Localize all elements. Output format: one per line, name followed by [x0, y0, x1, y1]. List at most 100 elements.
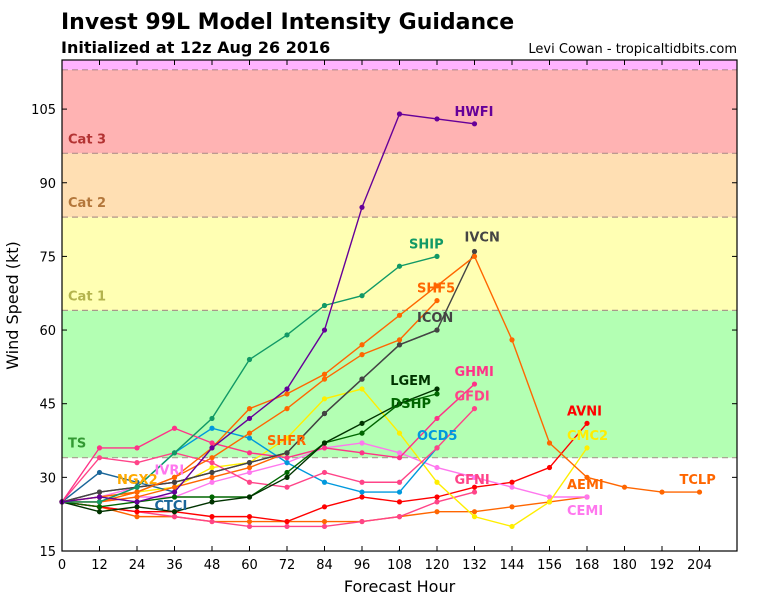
data-point-gfni	[434, 499, 440, 505]
series-label-ngx2: NGX2	[117, 473, 158, 488]
data-point-ghmi	[96, 445, 103, 451]
data-point-ghmi	[359, 450, 365, 456]
data-point-dshp	[434, 391, 440, 397]
series-label-ctci: CTCI	[155, 499, 188, 514]
data-point-ghmi	[434, 415, 440, 422]
x-tick-label: 156	[537, 558, 562, 573]
data-point-lgem	[209, 499, 215, 505]
data-point-ivcn	[471, 248, 478, 255]
series-label-icon: ICON	[417, 311, 453, 326]
data-point-shf5	[284, 406, 290, 412]
data-point-ivcn	[396, 342, 403, 348]
data-point-lgem	[284, 474, 290, 480]
data-point-gfni	[359, 518, 365, 525]
band-label: Cat 1	[68, 289, 106, 304]
data-point-shf5	[246, 430, 253, 436]
data-point-hwfi	[396, 111, 403, 117]
data-point-gfdi	[471, 406, 478, 412]
data-point-tclp	[246, 406, 253, 412]
data-point-gfdi	[209, 460, 215, 466]
x-tick-label: 84	[316, 558, 333, 573]
data-point-avni	[509, 479, 515, 485]
data-point-tclp	[284, 391, 290, 397]
data-point-hwfi	[171, 489, 178, 495]
data-point-shf5	[396, 337, 403, 343]
series-label-ship: SHIP	[409, 237, 444, 252]
y-tick-label: 105	[31, 103, 56, 118]
data-point-hwfi	[434, 116, 440, 122]
data-point-ship	[321, 302, 328, 309]
data-point-ivcn	[171, 479, 178, 485]
data-point-gfni	[246, 523, 253, 530]
data-point-hwfi	[246, 415, 253, 422]
data-point-ghmi	[171, 425, 178, 431]
data-point-shf5	[321, 376, 328, 382]
y-tick-label: 90	[39, 177, 56, 192]
series-label-ghmi: GHMI	[455, 365, 494, 380]
y-axis-label: Wind Speed (kt)	[3, 241, 22, 370]
data-point-lgem	[171, 509, 178, 515]
data-point-hwfi	[471, 121, 478, 127]
x-tick-label: 24	[129, 558, 146, 573]
data-point-gfni	[209, 518, 215, 525]
data-point-hwfi	[321, 327, 328, 333]
data-point-cemi	[584, 494, 590, 500]
data-point-avni	[134, 509, 140, 515]
series-label-ivri: IVRI	[155, 463, 185, 478]
x-axis-label: Forecast Hour	[344, 577, 456, 596]
data-point-avni	[546, 464, 553, 471]
series-line-ghmi	[61, 383, 475, 503]
data-point-cmc2	[546, 499, 553, 505]
data-point-hwfi	[209, 445, 215, 451]
data-point-cmc2	[584, 445, 590, 451]
data-point-ghmi	[246, 450, 253, 456]
series-label-cmc2: CMC2	[567, 429, 608, 444]
data-point-cemi	[359, 440, 365, 446]
data-point-ivcn	[209, 469, 215, 476]
data-point-tclp	[471, 253, 478, 259]
data-point-ocd5	[209, 425, 215, 431]
data-point-gfni	[321, 523, 328, 530]
data-point-gfdi	[246, 479, 253, 485]
x-tick-label: 120	[425, 558, 450, 573]
data-point-ctci	[96, 469, 103, 476]
data-point-cemi	[471, 474, 478, 480]
data-point-avni	[246, 514, 253, 520]
data-point-tclp	[509, 337, 515, 343]
data-point-ship	[434, 253, 440, 259]
series-label-shf5: SHF5	[417, 282, 455, 297]
x-tick-label: 180	[612, 558, 637, 573]
series-label-tclp: TCLP	[680, 473, 716, 488]
x-tick-label: 96	[354, 558, 371, 573]
data-point-avni	[284, 518, 290, 525]
series-label-avni: AVNI	[567, 404, 602, 419]
data-point-aemi	[434, 509, 440, 515]
series-line-ivcn	[61, 251, 476, 503]
x-tick-label: 192	[650, 558, 675, 573]
x-tick-label: 12	[91, 558, 108, 573]
data-point-gfni	[396, 514, 403, 520]
data-point-gfdi	[396, 479, 403, 485]
series-label-shfr: SHFR	[267, 434, 306, 449]
data-point-ivcn	[359, 376, 365, 382]
data-point-ivcn	[434, 327, 440, 333]
data-point-tclp	[621, 484, 628, 490]
x-tick-label: 204	[687, 558, 712, 573]
y-tick-label: 45	[39, 398, 56, 413]
data-point-tclp	[584, 474, 590, 480]
data-point-tclp	[659, 489, 665, 495]
data-point-gfdi	[434, 445, 440, 451]
data-point-hwfi	[96, 494, 103, 500]
data-point-tclp	[396, 312, 403, 318]
data-point-shf5	[434, 297, 440, 304]
band-label: Cat 2	[68, 196, 106, 211]
data-point-ocd5	[359, 489, 365, 495]
data-point-lgem	[246, 494, 253, 500]
data-point-dshp	[171, 494, 178, 500]
data-point-shfr	[134, 494, 140, 500]
data-point-tclp	[434, 283, 440, 289]
data-point-ivcn	[96, 489, 103, 495]
data-point-avni	[209, 514, 215, 520]
data-point-cemi	[509, 484, 515, 490]
